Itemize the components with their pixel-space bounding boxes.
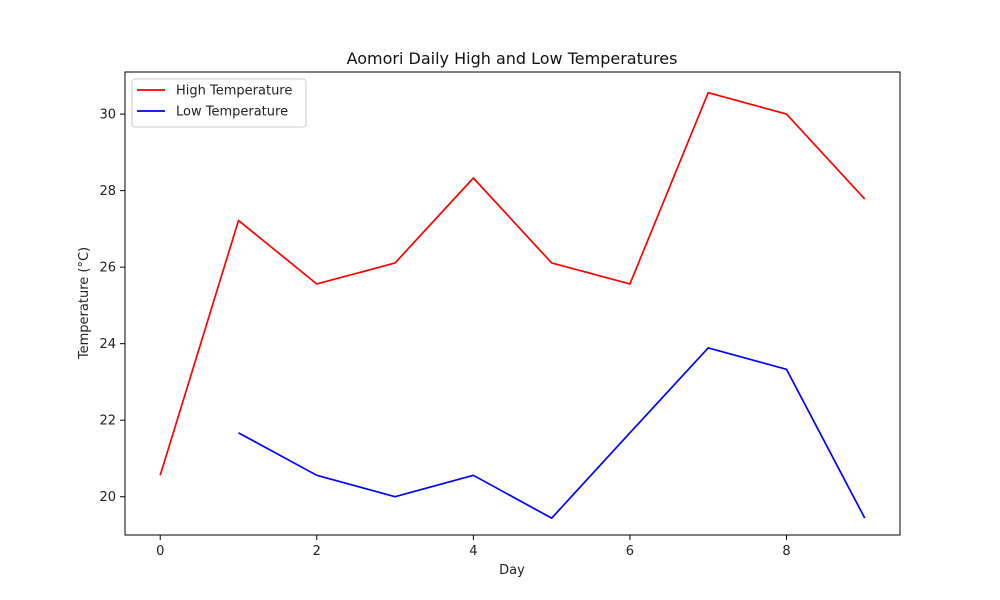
y-tick-label: 28 [99, 184, 116, 199]
series-line-high [159, 91, 866, 476]
plot-frame [124, 71, 901, 536]
x-tick-label: 4 [469, 544, 477, 559]
y-axis-label: Temperature (°C) [77, 247, 92, 360]
legend-label: High Temperature [176, 84, 292, 99]
x-tick-label: 0 [156, 544, 164, 559]
legend: High Temperature Low Temperature [131, 78, 307, 128]
x-axis: 0 2 4 6 8 [156, 535, 791, 559]
x-axis-label: Day [499, 563, 525, 578]
y-axis: 20 22 24 26 28 30 [99, 108, 125, 505]
x-tick-label: 6 [626, 544, 634, 559]
legend-label: Low Temperature [176, 105, 288, 120]
chart-title: Aomori Daily High and Low Temperatures [347, 49, 678, 68]
x-tick-label: 2 [313, 544, 321, 559]
y-tick-label: 24 [99, 337, 116, 352]
y-tick-label: 20 [99, 490, 116, 505]
y-tick-label: 30 [99, 108, 116, 123]
y-tick-label: 22 [99, 414, 116, 429]
x-tick-label: 8 [782, 544, 790, 559]
series-layer [159, 91, 866, 520]
legend-box [131, 78, 307, 128]
plot-area [124, 71, 901, 536]
series-line-low [238, 347, 866, 520]
y-tick-label: 26 [99, 261, 116, 276]
